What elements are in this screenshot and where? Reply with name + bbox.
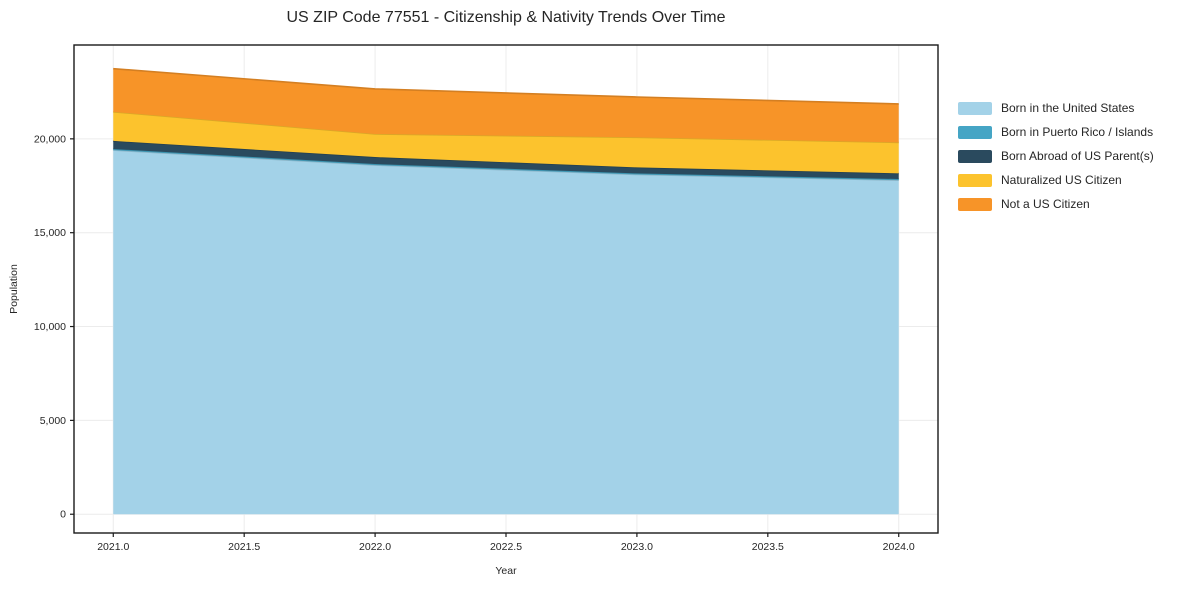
legend-item: Born in the United States (958, 102, 1154, 115)
area-fill (113, 150, 899, 515)
y-tick-label: 10,000 (34, 321, 66, 333)
area-fill (113, 68, 899, 143)
x-tick-label: 2023.5 (752, 541, 784, 553)
legend-label: Naturalized US Citizen (1001, 173, 1122, 187)
area-fill (113, 111, 899, 174)
y-tick-label: 20,000 (34, 133, 66, 145)
area-series-0 (113, 149, 899, 515)
x-tick-label: 2022.0 (359, 541, 391, 553)
legend: Born in the United States Born in Puerto … (958, 102, 1154, 222)
legend-item: Born Abroad of US Parent(s) (958, 150, 1154, 163)
x-axis-label: Year (495, 565, 517, 577)
legend-label: Born in Puerto Rico / Islands (1001, 125, 1154, 139)
y-tick-label: 15,000 (34, 227, 66, 239)
legend-swatch (958, 150, 992, 163)
x-tick-label: 2021.0 (97, 541, 129, 553)
x-tick-label: 2024.0 (883, 541, 915, 553)
x-tick-label: 2022.5 (490, 541, 522, 553)
x-tick-label: 2021.5 (228, 541, 260, 553)
legend-label: Not a US Citizen (1001, 197, 1090, 211)
axis-ticks: 2021.0 2021.5 2022.0 2022.5 2023.0 2023.5 2024… (34, 133, 915, 553)
x-tick-label: 2023.0 (621, 541, 653, 553)
legend-swatch (958, 174, 992, 187)
legend-item: Born in Puerto Rico / Islands (958, 126, 1154, 139)
y-tick-label: 5,000 (40, 415, 66, 427)
legend-label: Born in the United States (1001, 101, 1135, 115)
area-top-edge (113, 67, 899, 105)
legend-label: Born Abroad of US Parent(s) (1001, 149, 1154, 163)
legend-swatch (958, 126, 992, 139)
chart-title: US ZIP Code 77551 - Citizenship & Nativi… (286, 9, 726, 26)
area-series-4 (113, 67, 899, 143)
legend-item: Not a US Citizen (958, 198, 1154, 211)
legend-swatch (958, 102, 992, 115)
legend-item: Naturalized US Citizen (958, 174, 1154, 187)
y-tick-label: 0 (60, 509, 66, 521)
legend-swatch (958, 198, 992, 211)
y-axis-label: Population (8, 264, 20, 314)
